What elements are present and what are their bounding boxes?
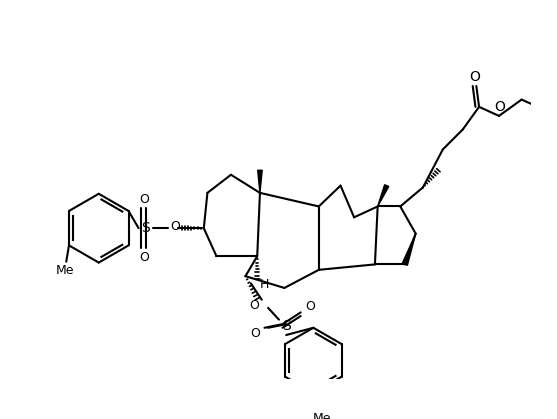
- Polygon shape: [378, 185, 389, 207]
- Text: S: S: [282, 319, 291, 333]
- Text: O: O: [305, 300, 315, 313]
- Text: O: O: [495, 100, 505, 114]
- Text: O: O: [250, 299, 260, 312]
- Text: O: O: [139, 193, 149, 206]
- Text: O: O: [139, 251, 149, 264]
- Polygon shape: [402, 234, 416, 265]
- Text: Me: Me: [312, 412, 331, 419]
- Polygon shape: [258, 170, 262, 193]
- Text: O: O: [251, 327, 260, 340]
- Text: S: S: [141, 221, 150, 235]
- Text: O: O: [170, 220, 180, 233]
- Text: Me: Me: [56, 264, 75, 277]
- Text: H: H: [260, 278, 269, 291]
- Text: O: O: [469, 70, 480, 84]
